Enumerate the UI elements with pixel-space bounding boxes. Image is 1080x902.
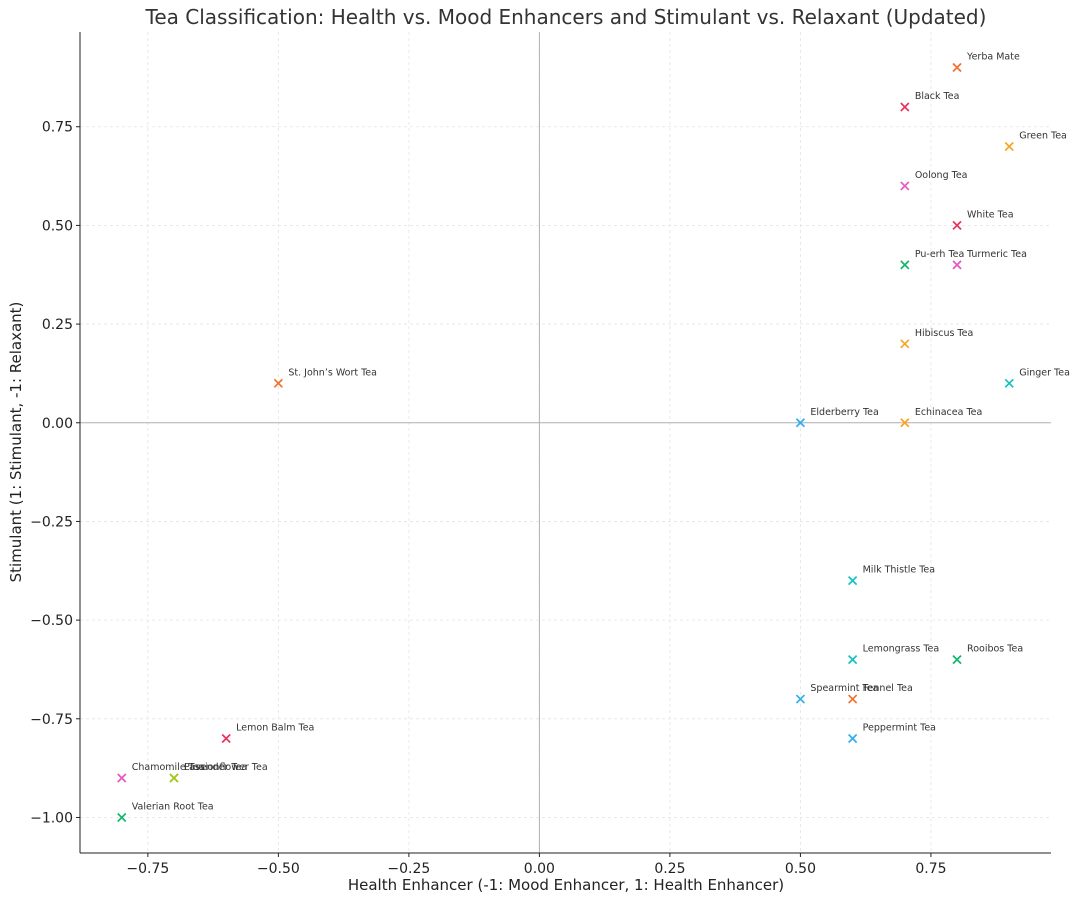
point-label: Yerba Mate: [966, 52, 1020, 63]
data-point: Ginger Tea: [1004, 367, 1070, 388]
x-marker: [1004, 141, 1014, 152]
x-axis-label: Health Enhancer (-1: Mood Enhancer, 1: H…: [348, 876, 784, 894]
data-point: Oolong Tea: [900, 170, 968, 191]
point-label: St. John’s Wort Tea: [288, 367, 377, 378]
zero-lines: [80, 32, 1051, 853]
data-point: Milk Thistle Tea: [848, 565, 936, 586]
x-marker: [952, 260, 962, 270]
data-point: Spearmint Tea: [795, 683, 878, 704]
point-label: Oolong Tea: [915, 170, 968, 181]
x-marker: [273, 378, 283, 388]
point-label: Passionflower Tea: [184, 762, 268, 773]
x-tick-label: −0.50: [257, 861, 300, 877]
point-label: Lemongrass Tea: [863, 644, 940, 655]
point-label: Pu-erh Tea: [915, 249, 965, 260]
x-marker: [1004, 378, 1014, 388]
data-point: Echinacea Tea: [900, 407, 983, 428]
x-marker: [900, 260, 910, 270]
data-point: Chamomile Tea: [117, 762, 205, 783]
point-label: Peppermint Tea: [863, 723, 936, 734]
x-tick-label: 0.75: [915, 861, 946, 877]
y-axis-ticks: −1.00 −0.75 −0.50 −0.25 0.00 0.25 0.50 0.75: [30, 120, 80, 826]
x-marker: [795, 694, 806, 704]
x-marker: [169, 773, 179, 783]
data-points: Yerba Mate Black Tea Green Tea Oolong Tea Wh…: [117, 52, 1070, 823]
point-label: Milk Thistle Tea: [863, 565, 936, 576]
x-marker: [848, 654, 858, 665]
x-marker: [952, 62, 962, 73]
point-label: Ginger Tea: [1019, 367, 1070, 378]
point-label: Hibiscus Tea: [915, 328, 973, 339]
x-marker: [952, 220, 962, 231]
data-point: Valerian Root Tea: [117, 801, 214, 823]
point-label: Lemon Balm Tea: [236, 723, 314, 734]
x-tick-label: 0.25: [654, 861, 685, 877]
point-label: White Tea: [967, 209, 1014, 220]
y-tick-label: 0.00: [42, 416, 73, 432]
y-tick-label: 0.50: [42, 218, 73, 234]
y-axis-label: Stimulant (1: Stimulant, -1: Relaxant): [7, 302, 25, 583]
x-axis-ticks: −0.75 −0.50 −0.25 0.00 0.25 0.50 0.75: [126, 853, 947, 877]
data-point: Lemon Balm Tea: [221, 723, 314, 744]
x-tick-label: 0.00: [524, 861, 555, 877]
x-marker: [900, 339, 910, 349]
x-tick-label: −0.25: [387, 861, 430, 877]
point-label: Green Tea: [1019, 130, 1067, 141]
point-label: Turmeric Tea: [966, 249, 1027, 260]
data-point: St. John’s Wort Tea: [273, 367, 377, 388]
data-point: Elderberry Tea: [795, 407, 879, 428]
y-tick-label: 0.75: [42, 120, 73, 136]
data-point: Turmeric Tea: [952, 249, 1027, 270]
data-point: Fennel Tea: [848, 683, 913, 704]
x-tick-label: 0.50: [785, 861, 816, 877]
y-tick-label: −0.75: [30, 712, 73, 728]
data-point: Yerba Mate: [952, 52, 1020, 73]
x-marker: [795, 418, 806, 428]
y-tick-label: −0.25: [30, 514, 73, 530]
point-label: Spearmint Tea: [810, 683, 878, 694]
x-marker: [952, 654, 962, 665]
point-label: Elderberry Tea: [810, 407, 878, 418]
x-marker: [848, 694, 858, 704]
x-marker: [900, 102, 910, 112]
point-label: Valerian Root Tea: [132, 801, 214, 812]
data-point: Black Tea: [900, 91, 960, 112]
x-marker: [117, 812, 127, 823]
y-tick-label: −0.50: [30, 613, 73, 629]
point-label: Rooibos Tea: [967, 644, 1023, 655]
x-tick-label: −0.75: [126, 861, 169, 877]
x-marker: [117, 773, 127, 783]
point-label: Fennel Tea: [863, 683, 913, 694]
x-marker: [900, 418, 910, 428]
x-marker: [848, 733, 858, 744]
x-marker: [848, 576, 858, 586]
data-point: Green Tea: [1004, 130, 1067, 152]
x-marker: [221, 733, 231, 744]
y-tick-label: 0.25: [42, 317, 73, 333]
y-tick-label: −1.00: [30, 810, 73, 826]
point-label: Lavender Tea: [184, 762, 247, 773]
point-label: Black Tea: [915, 91, 960, 102]
x-marker: [900, 181, 910, 191]
data-point: Lavender Tea: [169, 762, 247, 783]
data-point: Peppermint Tea: [848, 723, 936, 744]
data-point: Lemongrass Tea: [848, 644, 940, 665]
point-label: Echinacea Tea: [915, 407, 983, 418]
data-point: Rooibos Tea: [952, 644, 1023, 665]
data-point: Pu-erh Tea: [900, 249, 965, 270]
chart-title: Tea Classification: Health vs. Mood Enha…: [145, 5, 987, 29]
point-label: Chamomile Tea: [132, 762, 205, 773]
data-point: Hibiscus Tea: [900, 328, 973, 349]
data-point: White Tea: [952, 209, 1014, 231]
